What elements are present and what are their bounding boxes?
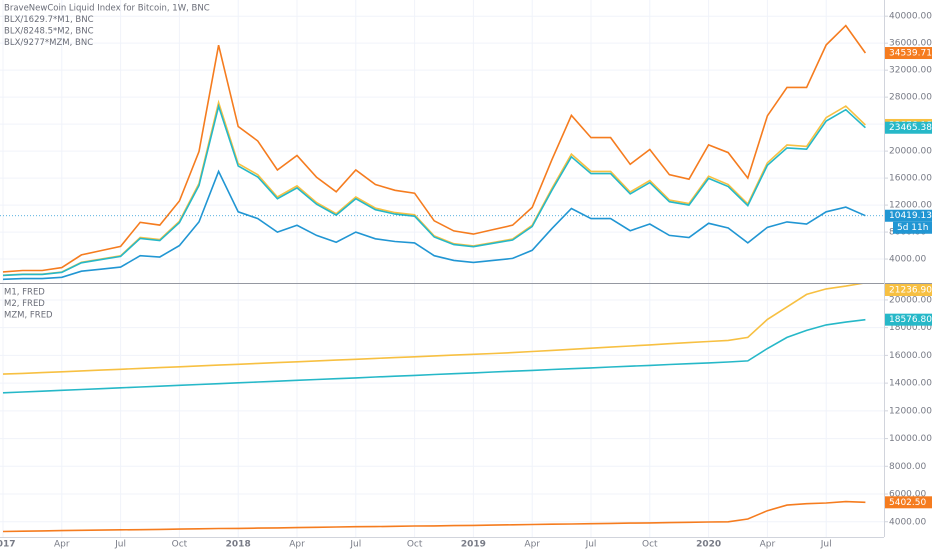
- last-value-tag: [885, 121, 932, 134]
- countdown-label: 5d 11h: [897, 223, 928, 233]
- last-value-tag: [885, 284, 932, 296]
- x-tick-label: Jul: [820, 540, 832, 550]
- x-tick-label: Jul: [114, 540, 126, 550]
- legend-entry: BLX/1629.7*M1, BNC: [4, 15, 94, 25]
- last-value-label: 21236.90: [889, 286, 932, 296]
- y-tick-label: 40000.00: [889, 12, 932, 22]
- series-line: [2, 500, 866, 533]
- x-tick-label: 2018: [226, 540, 251, 550]
- x-tick-label: Jul: [585, 540, 597, 550]
- y-tick-label: 4000.00: [889, 255, 926, 265]
- y-tick-label: 18000.00: [889, 323, 932, 333]
- series-line: [2, 103, 866, 277]
- series-line: [2, 318, 866, 394]
- x-tick-label: 2019: [461, 540, 486, 550]
- y-tick-label: 12000.00: [889, 406, 932, 416]
- x-tick-label: Oct: [172, 540, 188, 550]
- series-line: [2, 169, 866, 281]
- y-tick-label: 20000.00: [889, 295, 932, 305]
- x-tick-label: Apr: [54, 540, 70, 550]
- y-tick-label: 32000.00: [889, 66, 932, 76]
- last-value-label: 23465.38: [889, 123, 932, 133]
- y-tick-label: 20000.00: [889, 147, 932, 157]
- x-tick-label: Apr: [524, 540, 540, 550]
- last-value-label: 5402.50: [889, 498, 926, 508]
- y-tick-label: 6000.00: [889, 490, 926, 500]
- x-tick-label: 2017: [0, 540, 16, 550]
- legend-entry: MZM, FRED: [4, 311, 53, 321]
- last-value-tag: [885, 313, 932, 326]
- last-value-label: 10419.13: [889, 211, 932, 221]
- y-tick-label: 10000.00: [889, 434, 932, 444]
- x-tick-label: Apr: [760, 540, 776, 550]
- x-tick-label: Oct: [642, 540, 658, 550]
- y-tick-label: 16000.00: [889, 351, 932, 361]
- legend-entry: BraveNewCoin Liquid Index for Bitcoin, 1…: [4, 4, 210, 14]
- x-tick-label: Apr: [289, 540, 305, 550]
- series-line: [2, 24, 867, 273]
- series-line: [2, 284, 864, 375]
- y-tick-label: 4000.00: [889, 517, 926, 527]
- y-tick-label: 12000.00: [889, 201, 932, 211]
- last-value-tag: [885, 47, 932, 60]
- x-tick-label: Oct: [407, 540, 423, 550]
- legend-entry: BLX/8248.5*M2, BNC: [4, 27, 94, 37]
- last-value-label: 18576.80: [889, 315, 932, 325]
- y-tick-label: 14000.00: [889, 379, 932, 389]
- legend-entry: M1, FRED: [4, 288, 45, 298]
- y-tick-label: 8000.00: [889, 462, 926, 472]
- y-tick-label: 28000.00: [889, 93, 932, 103]
- x-tick-label: 2020: [696, 540, 721, 550]
- last-value-label: 34539.71: [889, 49, 932, 59]
- y-tick-label: 16000.00: [889, 174, 932, 184]
- legend-entry: BLX/9277*MZM, BNC: [4, 38, 93, 48]
- x-tick-label: Jul: [349, 540, 361, 550]
- y-tick-label: 36000.00: [889, 39, 932, 49]
- countdown-tag: [893, 221, 932, 234]
- last-value-tag: [885, 496, 932, 509]
- legend-entry: M2, FRED: [4, 299, 45, 309]
- last-value-tag: [885, 209, 932, 222]
